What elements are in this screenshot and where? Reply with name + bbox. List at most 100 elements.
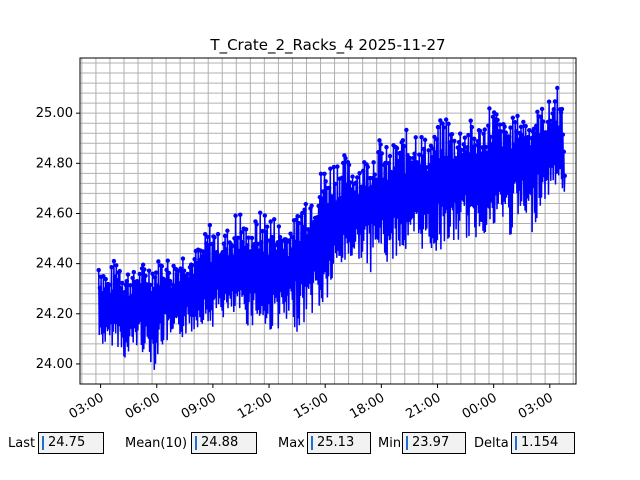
data-point xyxy=(357,170,362,176)
data-point xyxy=(461,142,466,147)
data-point xyxy=(103,276,108,282)
data-point xyxy=(553,120,559,125)
text-cursor xyxy=(42,436,44,450)
data-point xyxy=(271,217,277,222)
data-point xyxy=(514,129,519,134)
data-point xyxy=(257,210,263,215)
min-value-field[interactable]: 23.97 xyxy=(402,432,466,454)
data-point xyxy=(110,289,115,294)
data-point xyxy=(289,247,294,252)
data-point xyxy=(372,172,377,177)
data-point xyxy=(212,235,217,240)
data-point xyxy=(311,219,317,225)
data-point xyxy=(149,290,154,296)
data-point xyxy=(507,134,512,140)
data-point xyxy=(384,144,389,150)
data-point xyxy=(275,240,280,245)
data-point xyxy=(233,213,238,218)
data-point xyxy=(411,155,416,161)
data-point xyxy=(167,278,173,284)
data-point xyxy=(207,222,213,228)
data-point xyxy=(544,131,549,136)
mean-value: 24.88 xyxy=(201,435,239,450)
data-point xyxy=(419,134,424,140)
data-point xyxy=(473,143,478,148)
data-point xyxy=(472,136,477,141)
data-point xyxy=(239,230,244,235)
x-tick-label: 21:00 xyxy=(404,390,444,422)
data-point xyxy=(144,282,149,287)
data-point xyxy=(380,177,386,183)
data-point xyxy=(146,268,152,273)
data-point xyxy=(348,180,353,185)
data-point xyxy=(374,178,380,184)
text-cursor xyxy=(515,436,517,450)
data-point xyxy=(180,256,186,261)
data-point xyxy=(123,282,128,287)
data-point xyxy=(457,131,463,136)
data-point xyxy=(164,267,169,273)
data-point xyxy=(518,124,524,129)
data-point xyxy=(446,121,451,127)
data-point xyxy=(503,130,509,135)
data-point xyxy=(488,134,493,140)
data-point xyxy=(456,139,462,145)
data-point xyxy=(128,283,133,288)
y-tick-label: 24.20 xyxy=(36,307,73,322)
x-tick-label: 00:00 xyxy=(460,390,500,422)
data-point xyxy=(254,222,259,227)
data-point xyxy=(483,144,489,150)
data-point xyxy=(220,249,225,255)
data-point xyxy=(174,272,180,277)
data-point xyxy=(315,215,320,220)
x-tick-label: 15:00 xyxy=(291,390,331,422)
data-point xyxy=(267,238,272,243)
data-point xyxy=(225,228,230,233)
data-point xyxy=(125,272,131,277)
data-point xyxy=(452,138,457,144)
data-point xyxy=(262,213,268,218)
data-point xyxy=(515,113,520,119)
data-point xyxy=(163,281,168,286)
data-point xyxy=(119,280,125,286)
data-point xyxy=(256,248,262,253)
data-point xyxy=(449,131,455,137)
mean-value-field[interactable]: 24.88 xyxy=(191,432,257,454)
data-point xyxy=(117,268,122,274)
data-point xyxy=(260,228,265,234)
data-point xyxy=(229,243,235,249)
data-point xyxy=(378,142,383,147)
data-point xyxy=(431,146,436,151)
data-point xyxy=(118,286,124,291)
data-point xyxy=(222,233,228,239)
data-point xyxy=(447,140,452,145)
data-point xyxy=(379,151,385,156)
data-point xyxy=(426,148,431,153)
data-point xyxy=(531,126,537,132)
data-point xyxy=(546,99,552,104)
data-point xyxy=(369,184,374,190)
data-point xyxy=(467,152,472,157)
data-point xyxy=(552,99,558,104)
data-point xyxy=(383,160,388,166)
data-point xyxy=(422,137,428,143)
data-point xyxy=(221,241,227,246)
delta-value: 1.154 xyxy=(521,435,559,450)
data-point xyxy=(246,235,251,240)
data-point xyxy=(171,263,176,269)
data-point xyxy=(290,234,296,240)
data-point xyxy=(286,256,291,261)
last-value: 24.75 xyxy=(48,435,86,450)
data-point xyxy=(539,106,545,112)
delta-value-field[interactable]: 1.154 xyxy=(511,432,575,454)
max-value-field[interactable]: 25.13 xyxy=(307,432,371,454)
data-point xyxy=(100,290,105,296)
data-point xyxy=(318,171,324,177)
data-point xyxy=(410,163,415,168)
data-point xyxy=(215,231,221,237)
data-point xyxy=(395,159,401,164)
data-point xyxy=(497,122,503,127)
y-tick-label: 24.60 xyxy=(36,206,73,221)
last-value-field[interactable]: 24.75 xyxy=(38,432,104,454)
data-point xyxy=(296,221,301,226)
